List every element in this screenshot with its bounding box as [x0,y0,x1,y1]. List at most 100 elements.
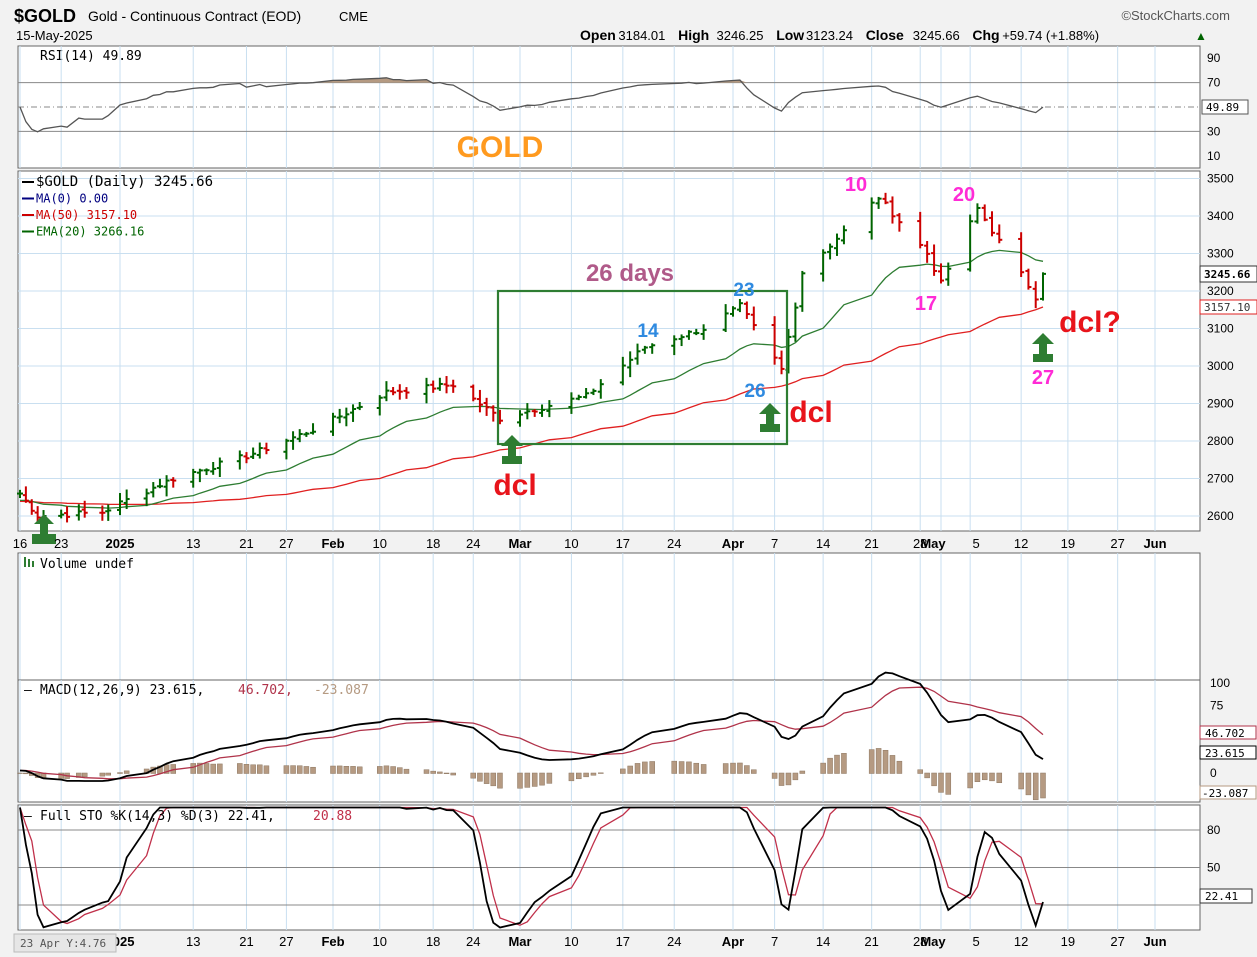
macd-hist-bar [583,772,589,778]
x-tick: 7 [771,934,778,949]
macd-hist-bar [620,768,626,774]
macd-hist-label: -23.087 [1202,787,1248,800]
chart-header: $GOLD Gold - Continuous Contract (EOD) C… [14,6,1230,43]
x-tick: 21 [239,934,253,949]
ohlc-bar [722,304,729,333]
ohlc-bar [450,379,457,393]
ohlc-bar [263,442,270,455]
ohlc-bar [143,488,150,507]
dcl-label-2: dcl [789,396,832,429]
x-tick: 5 [973,536,980,551]
ohlc-bar [28,499,35,515]
macd-hist-bar [237,763,243,774]
exchange: CME [339,9,368,24]
macd-hist-bar [477,772,483,782]
ohlc-bar [236,450,243,470]
label-27: 27 [1032,367,1054,389]
ohlc-bar [641,345,648,354]
price-axis: 3500 3400 3300 3200 3100 3000 2900 2800 2700 2600 [1207,172,1234,524]
ohlc-bar [974,203,981,224]
x-tick: 14 [816,934,830,949]
ohlc-bar [156,478,163,489]
macd-hist-bar [1032,772,1039,801]
cycle-box [496,289,789,446]
macd-hist-bar [430,770,436,774]
macd-hist-bar [834,754,840,774]
ohlc-bar [403,387,410,399]
x-tick: Mar [508,536,531,551]
x-tick: 18 [426,536,440,551]
ohlc-bar [256,442,263,459]
macd-hist-bar [642,761,648,774]
legend-item: MA(50) 3157.10 [36,208,137,222]
ohlc-bar [243,452,250,464]
ohlc-bar [730,306,736,317]
sto-k-line [19,806,1044,929]
macd-grid [19,680,1156,802]
x-tick: 17 [616,536,630,551]
macd-hist-bar [1040,772,1046,799]
ohlc-bar [868,197,875,240]
macd-hist-bar [785,772,792,786]
dcl-label-1: dcl [493,469,536,502]
sto-axis: 80 50 [1207,823,1221,875]
macd-hist-bar [443,772,450,774]
x-tick: 10 [373,934,387,949]
svg-text:—: — [24,809,32,824]
tooltip-text: 23 Apr Y:4.76 [20,937,106,950]
macd-hist-bar [875,748,882,774]
sto-tick: 80 [1207,823,1221,837]
macd-hist-bar [81,772,88,778]
x-tick: 24 [667,934,681,949]
macd-title: — MACD(12,26,9) 23.615, 46.702, -23.087 [24,683,369,698]
macd-hist-bar [917,769,923,774]
x-tick: 7 [771,536,778,551]
label-10: 10 [845,174,867,196]
ohlc-bar [996,224,1003,244]
x-tick: 12 [1014,934,1028,949]
x-tick: 21 [864,934,878,949]
price-tick: 2600 [1207,509,1234,523]
sto-title-b: 20.88 [313,809,352,824]
macd-hist-bar [827,757,833,774]
ohlc-label-open: Open [580,27,616,43]
macd-title-b: 46.702, [238,683,293,698]
symbol-name: Gold - Continuous Contract (EOD) [88,8,301,24]
macd-hist-bar [730,762,736,774]
tooltip-box [13,933,117,953]
ohlc-bar [423,377,430,404]
ohlc-bar [531,409,538,417]
macd-hist-bar [383,765,390,774]
macd-right-labels: 46.702 23.615 -23.087 [1199,725,1257,800]
brand: ©StockCharts.com [1121,8,1230,23]
macd-hist-bar [217,763,223,774]
macd-label: 23.615 [1205,747,1245,760]
rsi-last: 49.89 [1206,101,1239,114]
gold-watermark: GOLD [457,131,544,164]
close-price-box [1199,265,1257,283]
macd-hist-bar [517,772,523,789]
macd-hist-bar [437,771,443,774]
rsi-tick: 70 [1207,76,1221,90]
x-tick: 10 [373,536,387,551]
ohlc-bar [685,330,692,340]
ohlc-bar [678,334,685,347]
ohlc-bar [924,241,931,263]
volume-icon [24,557,26,567]
ohlc-bar [524,403,531,420]
ohlc-bar [649,343,656,354]
price-tick: 3000 [1207,359,1234,373]
macd-signal-line [20,686,1044,780]
ohlc-bar [196,468,203,483]
x-tick: Feb [321,934,344,949]
macd-hist-bar [23,772,29,775]
ohlc-bar [99,505,106,521]
ohlc-bar [671,335,678,356]
x-tick: 2025 [106,536,135,551]
x-tick: 27 [279,536,293,551]
price-tick: 2700 [1207,472,1234,486]
sto-grid [18,805,1200,930]
ohlc-bar [170,477,177,488]
close-price-label: 3245.66 [1204,268,1251,281]
macd-hist-bar [123,770,130,774]
